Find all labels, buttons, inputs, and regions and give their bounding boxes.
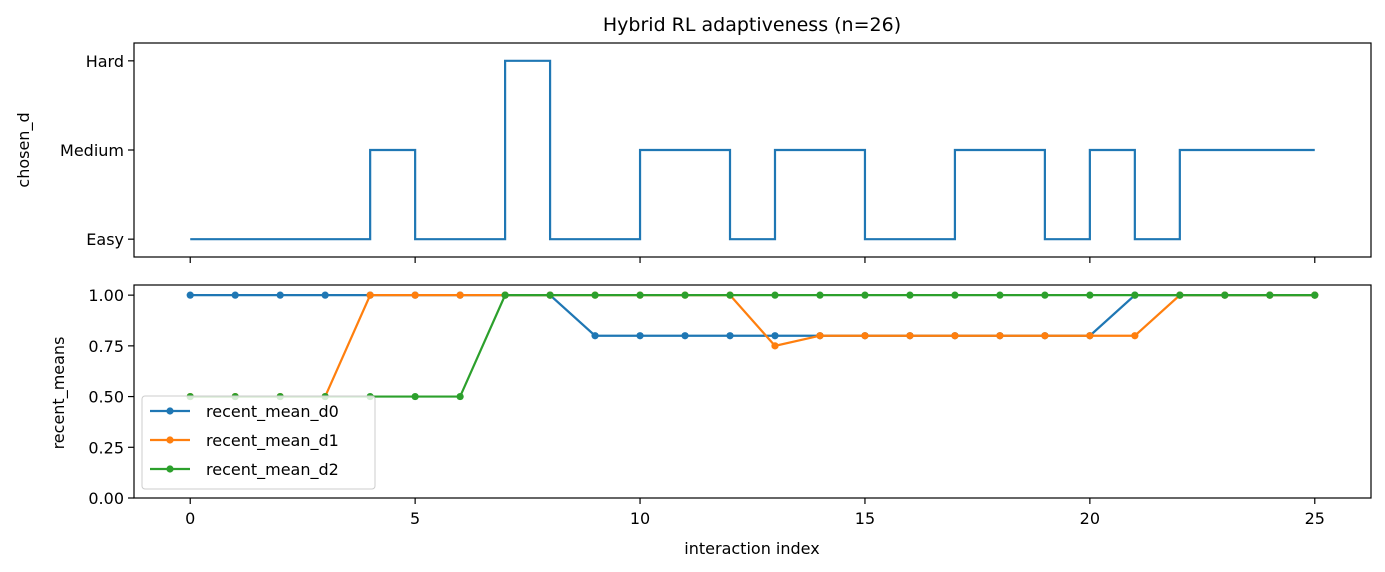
legend-items: recent_mean_d0 recent_mean_d1 recent_mean_…	[150, 402, 339, 480]
data-point	[1131, 332, 1139, 340]
data-point	[996, 332, 1004, 340]
data-point	[1221, 291, 1229, 299]
series-line	[190, 294, 1315, 398]
data-point	[1176, 291, 1184, 299]
chart-title: Hybrid RL adaptiveness (n=26)	[603, 14, 901, 36]
legend-marker	[166, 465, 174, 473]
data-point	[951, 291, 959, 299]
series-recent_mean_d1	[186, 291, 1319, 401]
series-recent_mean_d2	[186, 291, 1319, 401]
data-point	[411, 291, 419, 299]
bottom-y-tick-label: 0.75	[88, 337, 124, 356]
bottom-y-axis-label: recent_means	[49, 337, 69, 450]
data-point	[996, 291, 1004, 299]
data-point	[591, 291, 599, 299]
data-point	[456, 392, 464, 401]
legend-marker	[166, 407, 174, 415]
data-point	[411, 392, 419, 401]
data-point	[906, 291, 914, 299]
data-point	[771, 342, 779, 350]
data-point	[1041, 332, 1049, 340]
legend-label: recent_mean_d2	[206, 460, 339, 480]
data-point	[276, 291, 284, 299]
top-y-axis-label: chosen_d	[14, 112, 34, 187]
data-point	[501, 291, 509, 299]
data-point	[951, 332, 959, 340]
top-panel: Hybrid RL adaptiveness (n=26) Easy Medium…	[14, 14, 1372, 263]
bottom-x-axis-label: interaction index	[684, 539, 819, 558]
bottom-series-group	[186, 291, 1319, 401]
legend-label: recent_mean_d0	[206, 402, 339, 422]
data-point	[636, 332, 644, 340]
bottom-plot-frame	[133, 284, 1372, 499]
data-point	[861, 291, 869, 299]
data-point	[771, 332, 779, 340]
bottom-y-tick-label: 0.50	[88, 388, 124, 407]
data-point	[636, 291, 644, 299]
bottom-y-tick-label: 0.00	[88, 489, 124, 508]
bottom-x-tick-label: 25	[1305, 509, 1325, 528]
data-point	[816, 332, 824, 340]
data-point	[546, 291, 554, 299]
data-point	[681, 291, 689, 299]
bottom-x-tick-label: 15	[855, 509, 875, 528]
top-y-tick-label: Hard	[86, 52, 124, 71]
bottom-x-tick-label: 5	[410, 509, 420, 528]
legend-box	[141, 395, 376, 490]
bottom-x-ticks: 0 5 10 15 20 25	[185, 498, 1325, 528]
bottom-y-tick-label: 0.25	[88, 438, 124, 457]
legend: recent_mean_d0 recent_mean_d1 recent_mean_…	[141, 395, 376, 490]
data-point	[771, 291, 779, 299]
top-y-tick-label: Medium	[60, 141, 124, 160]
data-point	[366, 291, 374, 299]
data-point	[1266, 291, 1274, 299]
bottom-x-tick-label: 10	[630, 509, 650, 528]
data-point	[456, 291, 464, 299]
data-point	[681, 332, 689, 340]
legend-label: recent_mean_d1	[206, 431, 339, 451]
data-point	[726, 291, 734, 299]
data-point	[861, 332, 869, 340]
top-x-ticks	[189, 257, 1316, 263]
top-step-line	[190, 59, 1315, 241]
bottom-x-tick-label: 20	[1080, 509, 1100, 528]
top-y-tick-label: Easy	[86, 230, 124, 249]
series-line	[190, 294, 1315, 337]
top-series-group	[190, 59, 1315, 241]
bottom-y-tick-label: 1.00	[88, 286, 124, 305]
top-y-ticks: Easy Medium Hard	[60, 52, 134, 249]
data-point	[1131, 291, 1139, 299]
data-point	[321, 291, 329, 299]
series-recent_mean_d0	[186, 291, 1319, 340]
data-point	[591, 332, 599, 340]
data-point	[186, 291, 194, 299]
bottom-x-tick-label: 0	[185, 509, 195, 528]
data-point	[1041, 291, 1049, 299]
bottom-y-ticks: 0.00 0.25 0.50 0.75 1.00	[88, 286, 134, 508]
data-point	[726, 332, 734, 340]
data-point	[231, 291, 239, 299]
data-point	[906, 332, 914, 340]
data-point	[1086, 332, 1094, 340]
bottom-panel: 0.00 0.25 0.50 0.75 1.00 0 5 10 15 20 25 recent_m…	[49, 284, 1372, 558]
data-point	[1086, 291, 1094, 299]
series-line	[190, 294, 1315, 398]
legend-marker	[166, 436, 174, 444]
data-point	[1311, 291, 1319, 299]
data-point	[816, 291, 824, 299]
